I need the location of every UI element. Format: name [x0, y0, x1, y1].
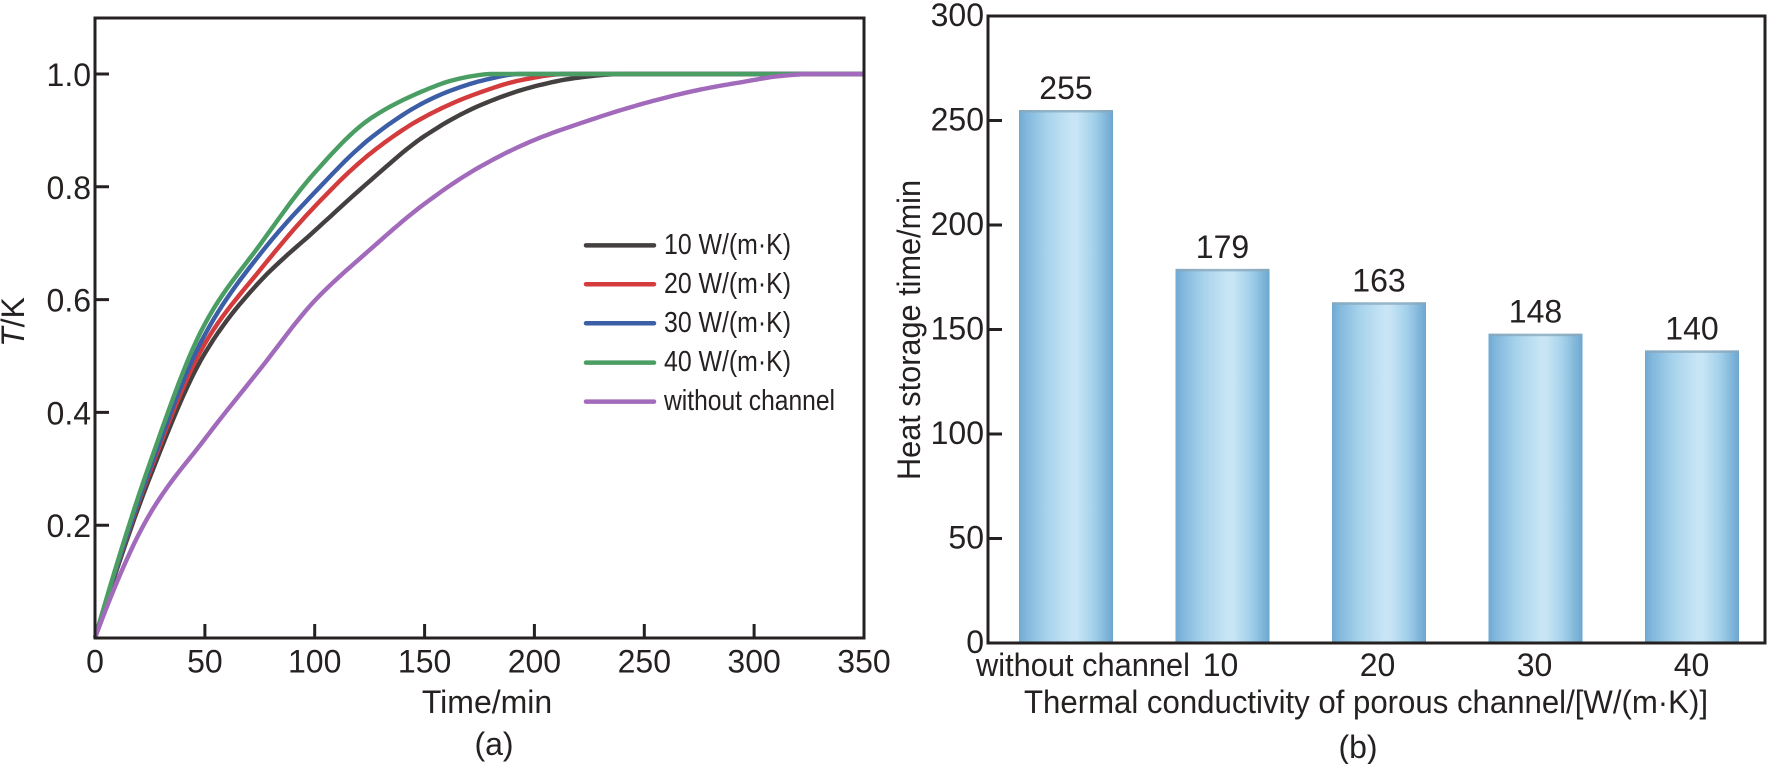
svg-text:350: 350 — [837, 644, 890, 680]
svg-text:250: 250 — [618, 644, 671, 680]
svg-text:148: 148 — [1509, 294, 1562, 330]
svg-text:300: 300 — [727, 644, 780, 680]
svg-text:(b): (b) — [1338, 729, 1377, 764]
svg-text:0: 0 — [966, 624, 984, 660]
svg-text:T/K: T/K — [0, 297, 31, 347]
svg-text:Heat storage time/min: Heat storage time/min — [891, 180, 927, 480]
svg-text:150: 150 — [931, 311, 984, 347]
svg-text:Time/min: Time/min — [422, 684, 552, 720]
svg-text:300: 300 — [931, 0, 984, 33]
svg-text:0: 0 — [86, 644, 104, 680]
svg-text:40 W/(m·K): 40 W/(m·K) — [664, 346, 791, 378]
svg-text:40: 40 — [1674, 647, 1710, 683]
svg-text:10 W/(m·K): 10 W/(m·K) — [664, 229, 791, 261]
svg-text:0.8: 0.8 — [47, 170, 91, 206]
svg-text:255: 255 — [1039, 70, 1092, 106]
svg-text:20 W/(m·K): 20 W/(m·K) — [664, 268, 791, 300]
svg-text:30: 30 — [1517, 647, 1553, 683]
svg-text:(a): (a) — [474, 726, 513, 762]
svg-text:10: 10 — [1203, 647, 1239, 683]
svg-text:without channel: without channel — [975, 647, 1190, 683]
svg-text:1.0: 1.0 — [47, 57, 91, 93]
svg-text:100: 100 — [931, 415, 984, 451]
svg-text:50: 50 — [948, 520, 984, 556]
svg-text:163: 163 — [1352, 262, 1405, 298]
svg-text:30 W/(m·K): 30 W/(m·K) — [664, 307, 791, 339]
svg-text:140: 140 — [1665, 310, 1718, 346]
svg-text:100: 100 — [288, 644, 341, 680]
svg-text:0.6: 0.6 — [47, 283, 91, 319]
svg-text:50: 50 — [187, 644, 223, 680]
svg-text:without channel: without channel — [663, 385, 835, 417]
svg-text:150: 150 — [398, 644, 451, 680]
svg-text:200: 200 — [931, 206, 984, 242]
svg-text:200: 200 — [508, 644, 561, 680]
svg-text:Thermal conductivity of porous: Thermal conductivity of porous channel/[… — [1024, 684, 1708, 720]
svg-text:250: 250 — [931, 102, 984, 138]
svg-text:0.4: 0.4 — [47, 395, 91, 431]
svg-text:0.2: 0.2 — [47, 508, 91, 544]
svg-text:179: 179 — [1196, 229, 1249, 265]
svg-text:20: 20 — [1360, 647, 1396, 683]
